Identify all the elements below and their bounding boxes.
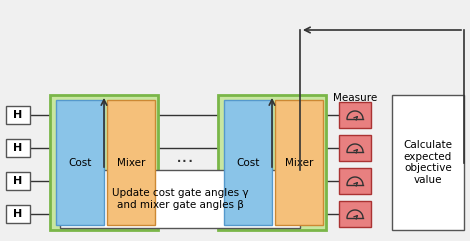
- Bar: [6, 172, 30, 190]
- Bar: [339, 102, 371, 128]
- Bar: [339, 201, 371, 227]
- Text: Cost: Cost: [236, 158, 260, 167]
- Text: Measure: Measure: [333, 93, 377, 103]
- Text: Cost: Cost: [68, 158, 92, 167]
- Bar: [50, 95, 158, 230]
- Bar: [6, 205, 30, 223]
- Text: H: H: [13, 176, 23, 186]
- Bar: [107, 100, 155, 225]
- Bar: [339, 168, 371, 194]
- Text: Mixer: Mixer: [117, 158, 145, 167]
- Bar: [218, 95, 326, 230]
- Text: Calculate
expected
objective
value: Calculate expected objective value: [404, 140, 453, 185]
- Text: H: H: [13, 209, 23, 219]
- Bar: [392, 95, 464, 230]
- Text: Update cost gate angles γ
and mixer gate angles β: Update cost gate angles γ and mixer gate…: [112, 188, 248, 210]
- Text: H: H: [13, 110, 23, 120]
- Bar: [6, 139, 30, 157]
- Bar: [339, 135, 371, 161]
- Bar: [275, 100, 323, 225]
- Text: ···: ···: [176, 154, 195, 173]
- Bar: [6, 106, 30, 124]
- Bar: [224, 100, 272, 225]
- Bar: [56, 100, 104, 225]
- Text: Mixer: Mixer: [285, 158, 313, 167]
- Text: H: H: [13, 143, 23, 153]
- Bar: [60, 170, 300, 228]
